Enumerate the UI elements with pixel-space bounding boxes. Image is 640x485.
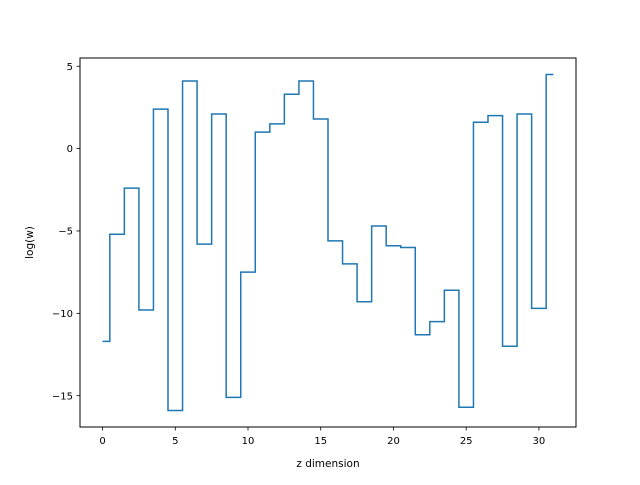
x-tick-label: 30 [533, 436, 546, 447]
series-line [102, 73, 554, 412]
y-axis-label: log(w) [24, 226, 36, 259]
x-tick-label: 5 [172, 436, 178, 447]
x-tick-label: 20 [387, 436, 400, 447]
series-layer [102, 73, 554, 412]
y-tick-label: −5 [58, 227, 73, 238]
x-tick-label: 0 [99, 436, 105, 447]
x-axis-label: z dimension [296, 458, 359, 470]
x-tick-label: 10 [242, 436, 255, 447]
y-tick-label: −15 [52, 391, 73, 402]
x-tick-label: 25 [460, 436, 473, 447]
x-tick-label: 15 [314, 436, 327, 447]
y-tick-label: 5 [67, 62, 73, 73]
plot-frame [79, 57, 577, 428]
x-axis: 0 5 10 15 20 25 30 [99, 427, 545, 447]
y-axis: −15 −10 −5 0 5 [52, 62, 80, 402]
plot-area [80, 58, 576, 427]
y-tick-label: −10 [52, 309, 73, 320]
y-tick-label: 0 [67, 144, 73, 155]
